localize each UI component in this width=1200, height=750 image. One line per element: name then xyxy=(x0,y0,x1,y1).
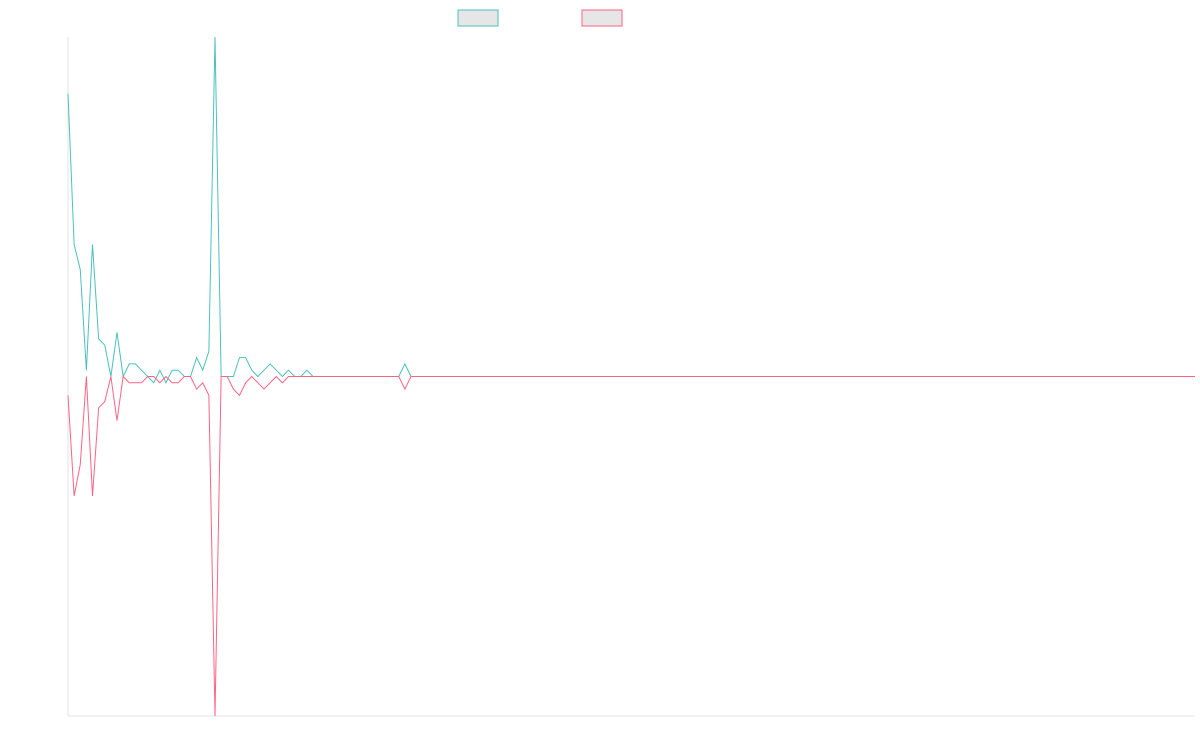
series-line-2[interactable] xyxy=(67,375,1195,717)
series-line-1[interactable] xyxy=(67,36,1195,384)
plot-area xyxy=(67,36,1195,717)
legend-swatch-2[interactable] xyxy=(581,9,623,27)
legend-swatch-1[interactable] xyxy=(457,9,499,27)
legend[interactable] xyxy=(457,9,623,27)
axes xyxy=(67,37,1195,717)
